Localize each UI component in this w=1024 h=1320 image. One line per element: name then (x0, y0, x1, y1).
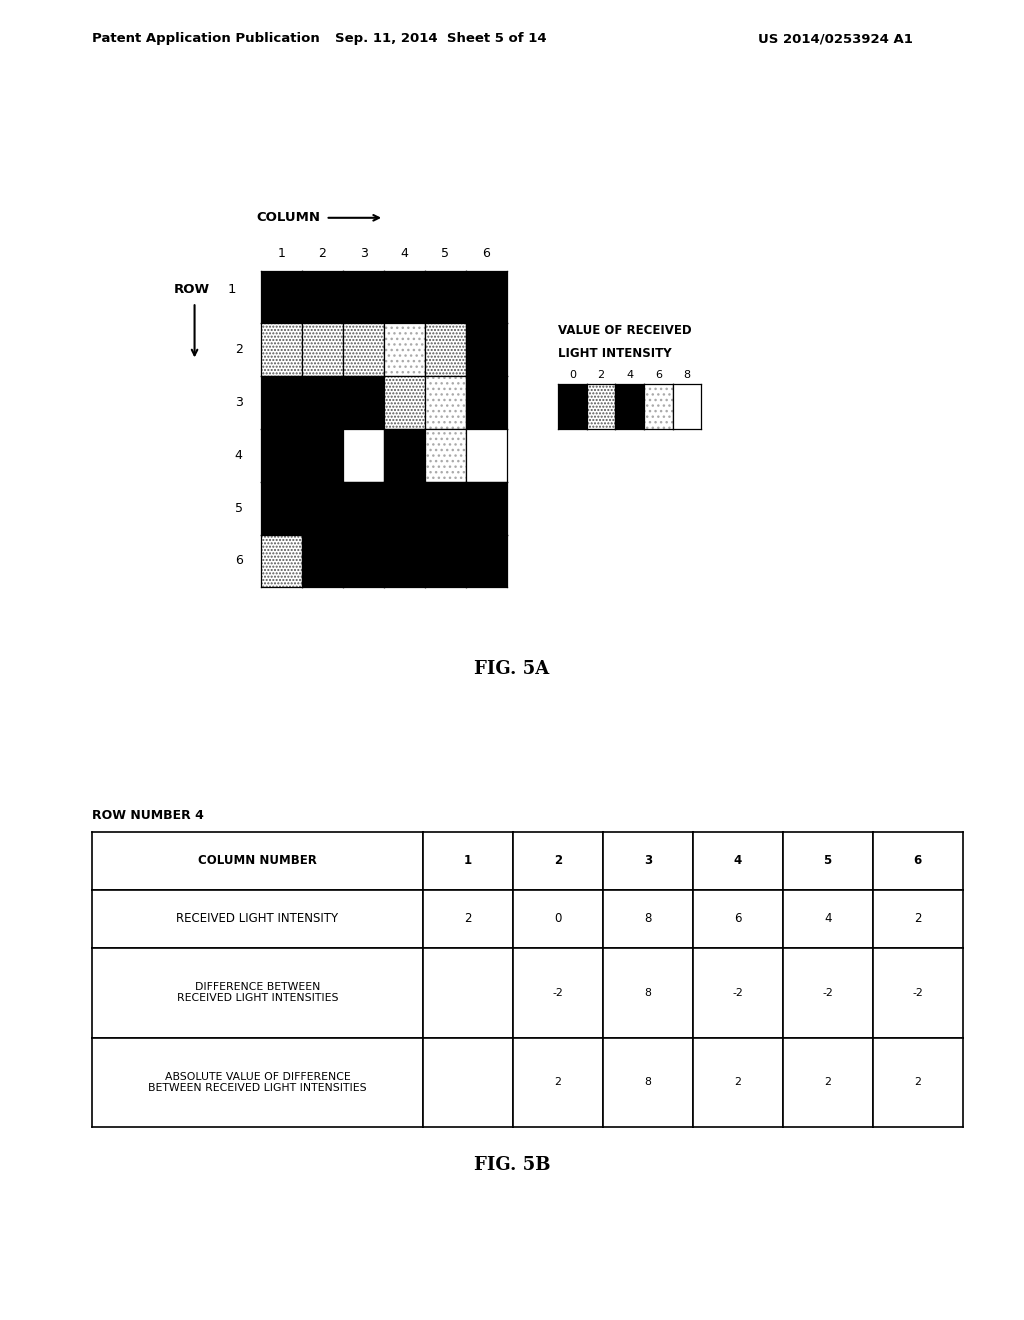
Text: 6: 6 (913, 854, 922, 867)
Text: 0: 0 (554, 912, 561, 925)
Text: 2: 2 (234, 343, 243, 356)
Text: 2: 2 (914, 1077, 921, 1088)
Text: 6: 6 (734, 912, 741, 925)
Text: 1: 1 (227, 282, 236, 296)
Text: 8: 8 (644, 987, 651, 998)
Text: 5: 5 (823, 854, 831, 867)
Text: 3: 3 (234, 396, 243, 409)
Text: RECEIVED LIGHT INTENSITY: RECEIVED LIGHT INTENSITY (176, 912, 339, 925)
Text: 1: 1 (464, 854, 472, 867)
Text: 3: 3 (644, 854, 652, 867)
Text: 4: 4 (824, 912, 831, 925)
Text: ROW NUMBER 4: ROW NUMBER 4 (92, 809, 204, 822)
Text: 2: 2 (464, 912, 472, 925)
Text: -2: -2 (912, 987, 923, 998)
Text: ABSOLUTE VALUE OF DIFFERENCE
BETWEEN RECEIVED LIGHT INTENSITIES: ABSOLUTE VALUE OF DIFFERENCE BETWEEN REC… (148, 1072, 367, 1093)
Text: DIFFERENCE BETWEEN
RECEIVED LIGHT INTENSITIES: DIFFERENCE BETWEEN RECEIVED LIGHT INTENS… (177, 982, 338, 1003)
Text: -2: -2 (822, 987, 833, 998)
Text: FIG. 5B: FIG. 5B (474, 1156, 550, 1175)
Text: 1: 1 (278, 247, 286, 260)
Text: US 2014/0253924 A1: US 2014/0253924 A1 (758, 32, 912, 45)
Text: 6: 6 (482, 247, 490, 260)
Text: LIGHT INTENSITY: LIGHT INTENSITY (558, 347, 672, 360)
Text: 2: 2 (734, 1077, 741, 1088)
Text: 8: 8 (684, 370, 690, 380)
Text: -2: -2 (732, 987, 743, 998)
Text: 6: 6 (234, 554, 243, 568)
Text: 2: 2 (824, 1077, 831, 1088)
Text: 3: 3 (359, 247, 368, 260)
Text: 4: 4 (234, 449, 243, 462)
Text: 2: 2 (318, 247, 327, 260)
Text: 2: 2 (554, 854, 562, 867)
Text: ROW: ROW (174, 282, 210, 296)
Text: FIG. 5A: FIG. 5A (474, 660, 550, 678)
Text: 4: 4 (733, 854, 741, 867)
Text: COLUMN: COLUMN (256, 211, 319, 224)
Text: VALUE OF RECEIVED: VALUE OF RECEIVED (558, 323, 691, 337)
Text: 5: 5 (441, 247, 450, 260)
Text: 0: 0 (569, 370, 575, 380)
Text: 8: 8 (644, 1077, 651, 1088)
Text: 2: 2 (598, 370, 604, 380)
Text: COLUMN NUMBER: COLUMN NUMBER (198, 854, 317, 867)
Text: 2: 2 (913, 912, 922, 925)
Text: 2: 2 (554, 1077, 561, 1088)
Text: -2: -2 (553, 987, 563, 998)
Text: Sep. 11, 2014  Sheet 5 of 14: Sep. 11, 2014 Sheet 5 of 14 (335, 32, 546, 45)
Text: 8: 8 (644, 912, 651, 925)
Text: 5: 5 (234, 502, 243, 515)
Text: 6: 6 (655, 370, 662, 380)
Text: 4: 4 (627, 370, 633, 380)
Text: 4: 4 (400, 247, 409, 260)
Text: Patent Application Publication: Patent Application Publication (92, 32, 319, 45)
